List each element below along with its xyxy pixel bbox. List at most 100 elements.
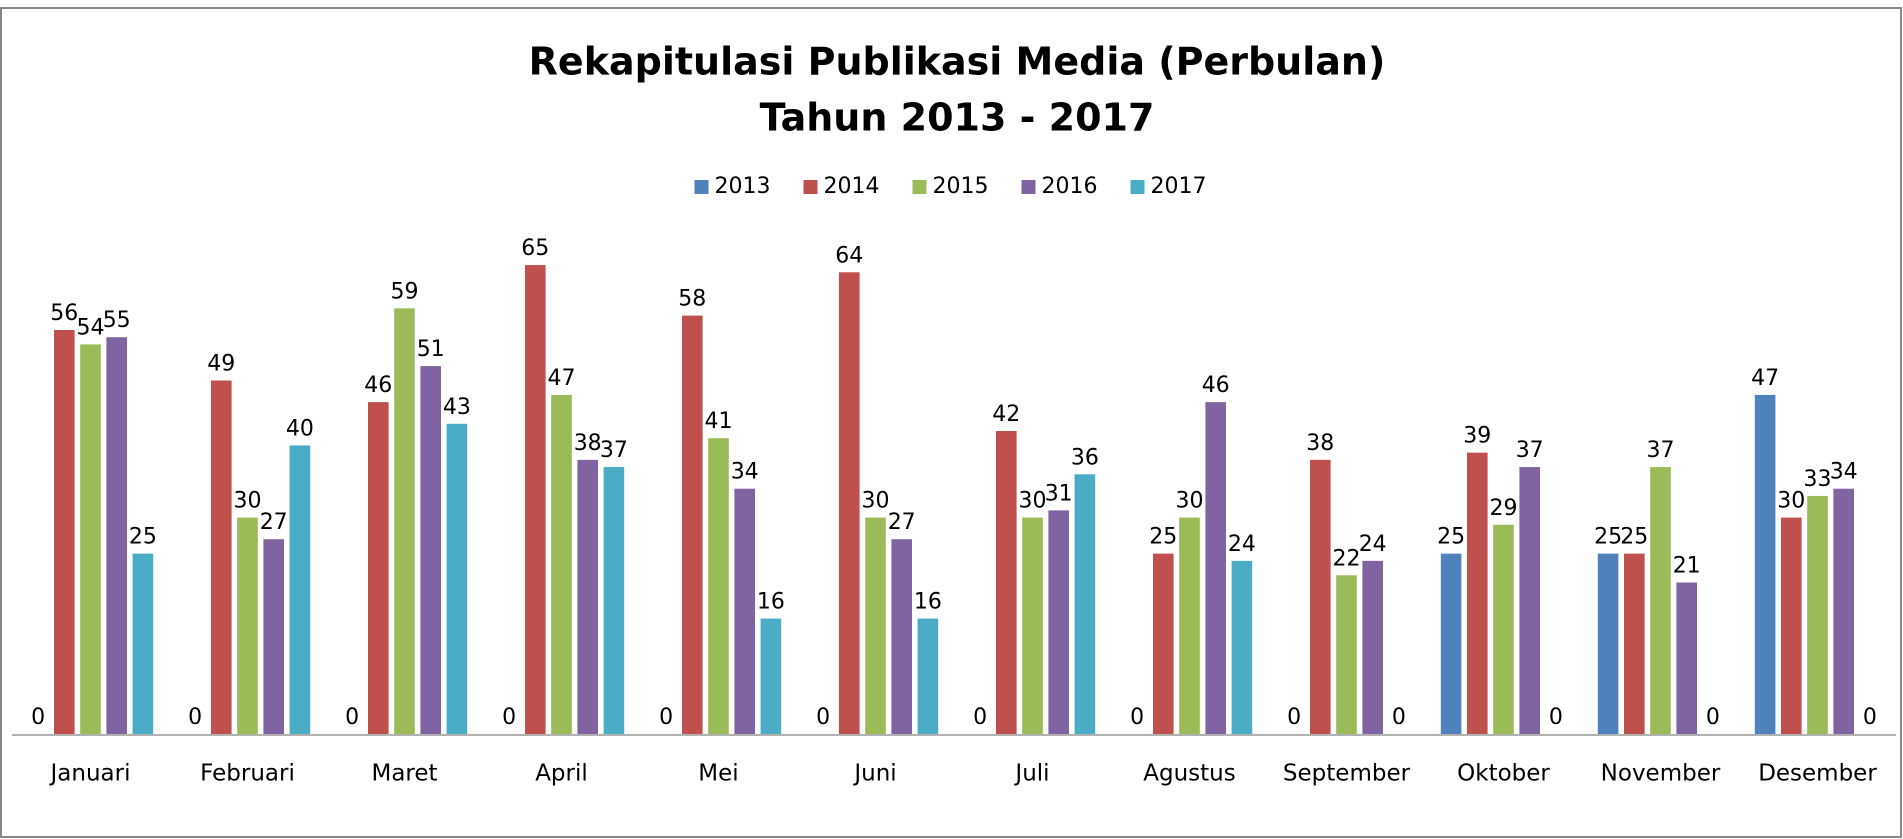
value-label: 0 xyxy=(31,705,45,730)
value-label: 25 xyxy=(1594,525,1622,550)
value-label: 42 xyxy=(992,402,1020,427)
value-label: 30 xyxy=(1777,489,1805,514)
value-label: 27 xyxy=(260,510,288,535)
value-label: 33 xyxy=(1804,467,1832,492)
legend-swatch xyxy=(803,180,818,194)
bar xyxy=(420,366,441,734)
bar xyxy=(1153,553,1174,734)
value-label: 40 xyxy=(286,416,314,441)
chart-title: Rekapitulasi Publikasi Media (Perbulan) xyxy=(529,40,1386,84)
value-label: 49 xyxy=(207,352,235,377)
bar xyxy=(760,618,782,734)
x-tick-label: April xyxy=(535,761,588,787)
value-label: 55 xyxy=(103,308,131,333)
value-label: 37 xyxy=(1647,438,1675,463)
bar xyxy=(1597,553,1619,734)
value-label: 0 xyxy=(1287,705,1301,730)
value-label: 0 xyxy=(1863,705,1877,730)
value-label: 25 xyxy=(1149,525,1177,550)
bar xyxy=(237,517,258,734)
chart-subtitle: Tahun 2013 - 2017 xyxy=(760,96,1155,140)
legend-label: 2017 xyxy=(1151,174,1207,199)
bar xyxy=(1833,488,1854,734)
x-tick-label: Mei xyxy=(698,761,738,787)
value-label: 25 xyxy=(1437,525,1465,550)
value-label: 30 xyxy=(1176,489,1204,514)
bar xyxy=(368,402,389,734)
bar xyxy=(577,459,598,734)
value-label: 37 xyxy=(1516,438,1544,463)
value-label: 34 xyxy=(731,460,759,485)
x-tick-label: November xyxy=(1601,761,1721,787)
legend-label: 2016 xyxy=(1042,174,1098,199)
value-label: 25 xyxy=(1620,525,1648,550)
bar xyxy=(1022,517,1043,734)
bar xyxy=(551,394,572,734)
value-label: 54 xyxy=(77,315,105,340)
bar xyxy=(106,337,127,734)
bar xyxy=(603,467,625,734)
value-label: 43 xyxy=(443,395,471,420)
bar xyxy=(1807,495,1828,734)
bar xyxy=(1440,553,1462,734)
bar xyxy=(1074,474,1096,734)
bar xyxy=(1754,394,1776,734)
value-label: 0 xyxy=(1392,705,1406,730)
value-label: 31 xyxy=(1045,481,1073,506)
value-label: 0 xyxy=(1706,705,1720,730)
legend-swatch xyxy=(912,180,927,194)
value-label: 51 xyxy=(417,337,445,362)
bar xyxy=(996,431,1017,734)
value-label: 27 xyxy=(888,510,916,535)
value-label: 41 xyxy=(705,409,733,434)
value-label: 0 xyxy=(816,705,830,730)
bar xyxy=(1676,582,1697,734)
bar xyxy=(394,308,415,734)
bar xyxy=(682,315,703,734)
bar xyxy=(132,553,154,734)
x-tick-label: September xyxy=(1283,761,1411,787)
value-label: 64 xyxy=(835,243,863,268)
bar xyxy=(1493,524,1514,734)
value-label: 46 xyxy=(1202,373,1230,398)
value-label: 56 xyxy=(50,301,78,326)
legend-label: 2015 xyxy=(933,174,989,199)
value-label: 29 xyxy=(1490,496,1518,521)
bar xyxy=(54,330,75,734)
bar xyxy=(1336,575,1357,734)
bar xyxy=(865,517,886,734)
bar xyxy=(1781,517,1802,734)
value-label: 0 xyxy=(1130,705,1144,730)
value-label: 0 xyxy=(188,705,202,730)
bar xyxy=(1467,452,1488,734)
value-label: 30 xyxy=(1019,489,1047,514)
x-tick-label: Februari xyxy=(200,761,295,787)
value-label: 47 xyxy=(1751,366,1779,391)
x-tick-label: Desember xyxy=(1758,761,1877,787)
bar xyxy=(1179,517,1200,734)
value-label: 22 xyxy=(1333,546,1361,571)
value-label: 25 xyxy=(129,525,157,550)
bar xyxy=(708,438,729,734)
bar xyxy=(289,445,311,734)
value-label: 0 xyxy=(502,705,516,730)
value-label: 0 xyxy=(973,705,987,730)
bar xyxy=(1650,467,1671,734)
value-label: 24 xyxy=(1359,532,1387,557)
value-label: 39 xyxy=(1463,424,1491,449)
bar xyxy=(1624,553,1645,734)
value-label: 0 xyxy=(659,705,673,730)
bar xyxy=(891,539,912,734)
bar xyxy=(263,539,284,734)
bar xyxy=(1362,560,1383,734)
bar xyxy=(1048,510,1069,734)
value-label: 21 xyxy=(1673,554,1701,579)
value-label: 47 xyxy=(548,366,576,391)
value-label: 36 xyxy=(1071,445,1099,470)
value-label: 38 xyxy=(574,431,602,456)
legend-swatch xyxy=(1021,180,1036,194)
bar xyxy=(1519,467,1540,734)
bar xyxy=(734,488,755,734)
legend-label: 2014 xyxy=(824,174,880,199)
